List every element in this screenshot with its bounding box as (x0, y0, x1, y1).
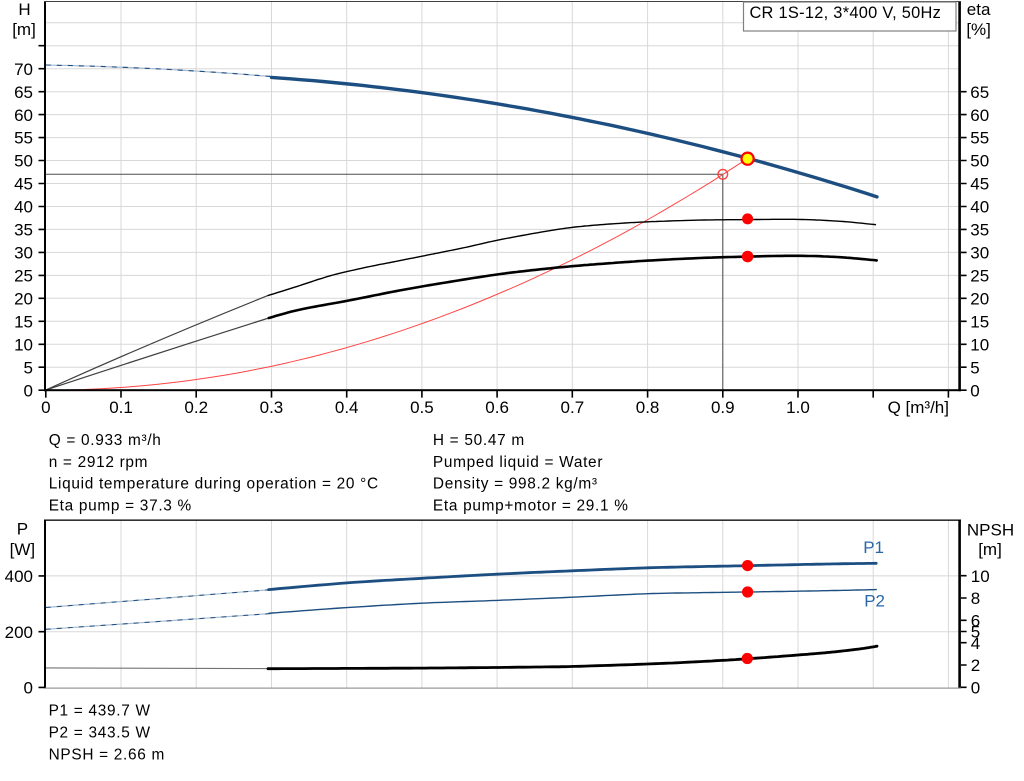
svg-text:0: 0 (24, 381, 33, 400)
svg-text:2: 2 (971, 656, 980, 675)
svg-text:n = 2912 rpm: n = 2912 rpm (49, 454, 149, 471)
svg-text:0.5: 0.5 (410, 398, 434, 417)
svg-text:0.2: 0.2 (184, 398, 208, 417)
svg-text:200: 200 (5, 623, 33, 642)
svg-text:[W]: [W] (10, 540, 36, 559)
svg-text:0: 0 (24, 679, 33, 698)
svg-text:10: 10 (14, 335, 33, 354)
svg-text:NPSH = 2.66 m: NPSH = 2.66 m (49, 747, 165, 764)
svg-text:[m]: [m] (978, 540, 1002, 559)
svg-text:Liquid temperature during oper: Liquid temperature during operation = 20… (49, 476, 379, 493)
svg-text:P2 = 343.5 W: P2 = 343.5 W (49, 725, 151, 742)
svg-text:Density = 998.2 kg/m³: Density = 998.2 kg/m³ (433, 476, 598, 493)
svg-text:60: 60 (970, 106, 989, 125)
svg-text:0.4: 0.4 (335, 398, 359, 417)
svg-text:0.1: 0.1 (109, 398, 133, 417)
svg-text:NPSH: NPSH (967, 521, 1014, 540)
svg-text:P1: P1 (863, 538, 884, 557)
svg-text:P1 = 439.7 W: P1 = 439.7 W (49, 703, 151, 720)
svg-text:0.3: 0.3 (260, 398, 284, 417)
svg-text:50: 50 (14, 152, 33, 171)
svg-text:10: 10 (970, 335, 989, 354)
svg-text:25: 25 (14, 267, 33, 286)
svg-text:5: 5 (971, 623, 980, 642)
svg-text:0: 0 (970, 381, 979, 400)
svg-text:Q = 0.933 m³/h: Q = 0.933 m³/h (49, 432, 162, 449)
svg-text:CR 1S-12, 3*400 V, 50Hz: CR 1S-12, 3*400 V, 50Hz (749, 4, 941, 22)
svg-text:30: 30 (14, 244, 33, 263)
svg-text:H = 50.47 m: H = 50.47 m (433, 432, 525, 449)
svg-text:P2: P2 (864, 592, 885, 611)
svg-text:1.0: 1.0 (786, 398, 810, 417)
svg-text:70: 70 (14, 60, 33, 79)
svg-text:0.8: 0.8 (636, 398, 660, 417)
svg-text:0: 0 (971, 678, 980, 697)
svg-text:20: 20 (970, 289, 989, 308)
svg-text:45: 45 (14, 175, 33, 194)
svg-text:Pumped liquid = Water: Pumped liquid = Water (433, 454, 603, 471)
svg-text:60: 60 (14, 106, 33, 125)
svg-text:P: P (17, 520, 28, 539)
svg-text:35: 35 (970, 221, 989, 240)
svg-text:8: 8 (971, 589, 980, 608)
svg-text:40: 40 (14, 198, 33, 217)
svg-text:[%]: [%] (966, 20, 991, 39)
svg-text:4: 4 (971, 634, 980, 653)
svg-text:15: 15 (970, 312, 989, 331)
svg-text:50: 50 (970, 152, 989, 171)
svg-text:55: 55 (970, 129, 989, 148)
svg-text:400: 400 (5, 567, 33, 586)
svg-text:20: 20 (14, 289, 33, 308)
svg-text:0.7: 0.7 (561, 398, 585, 417)
svg-text:5: 5 (24, 358, 33, 377)
svg-text:25: 25 (970, 267, 989, 286)
svg-text:55: 55 (14, 129, 33, 148)
svg-text:65: 65 (14, 83, 33, 102)
svg-text:15: 15 (14, 312, 33, 331)
svg-text:Eta pump = 37.3 %: Eta pump = 37.3 % (49, 498, 192, 515)
svg-text:0.9: 0.9 (711, 398, 735, 417)
svg-text:eta: eta (967, 0, 991, 19)
svg-text:65: 65 (970, 83, 989, 102)
svg-text:35: 35 (14, 221, 33, 240)
svg-text:6: 6 (971, 611, 980, 630)
svg-text:45: 45 (970, 175, 989, 194)
svg-text:0.6: 0.6 (485, 398, 509, 417)
svg-text:5: 5 (970, 358, 979, 377)
svg-text:40: 40 (970, 198, 989, 217)
svg-text:H: H (18, 0, 30, 19)
svg-text:30: 30 (970, 244, 989, 263)
svg-text:0: 0 (41, 398, 50, 417)
svg-text:Eta pump+motor = 29.1 %: Eta pump+motor = 29.1 % (433, 498, 629, 515)
svg-text:Q [m³/h]: Q [m³/h] (888, 398, 949, 417)
svg-text:[m]: [m] (12, 20, 36, 39)
svg-text:10: 10 (971, 567, 990, 586)
